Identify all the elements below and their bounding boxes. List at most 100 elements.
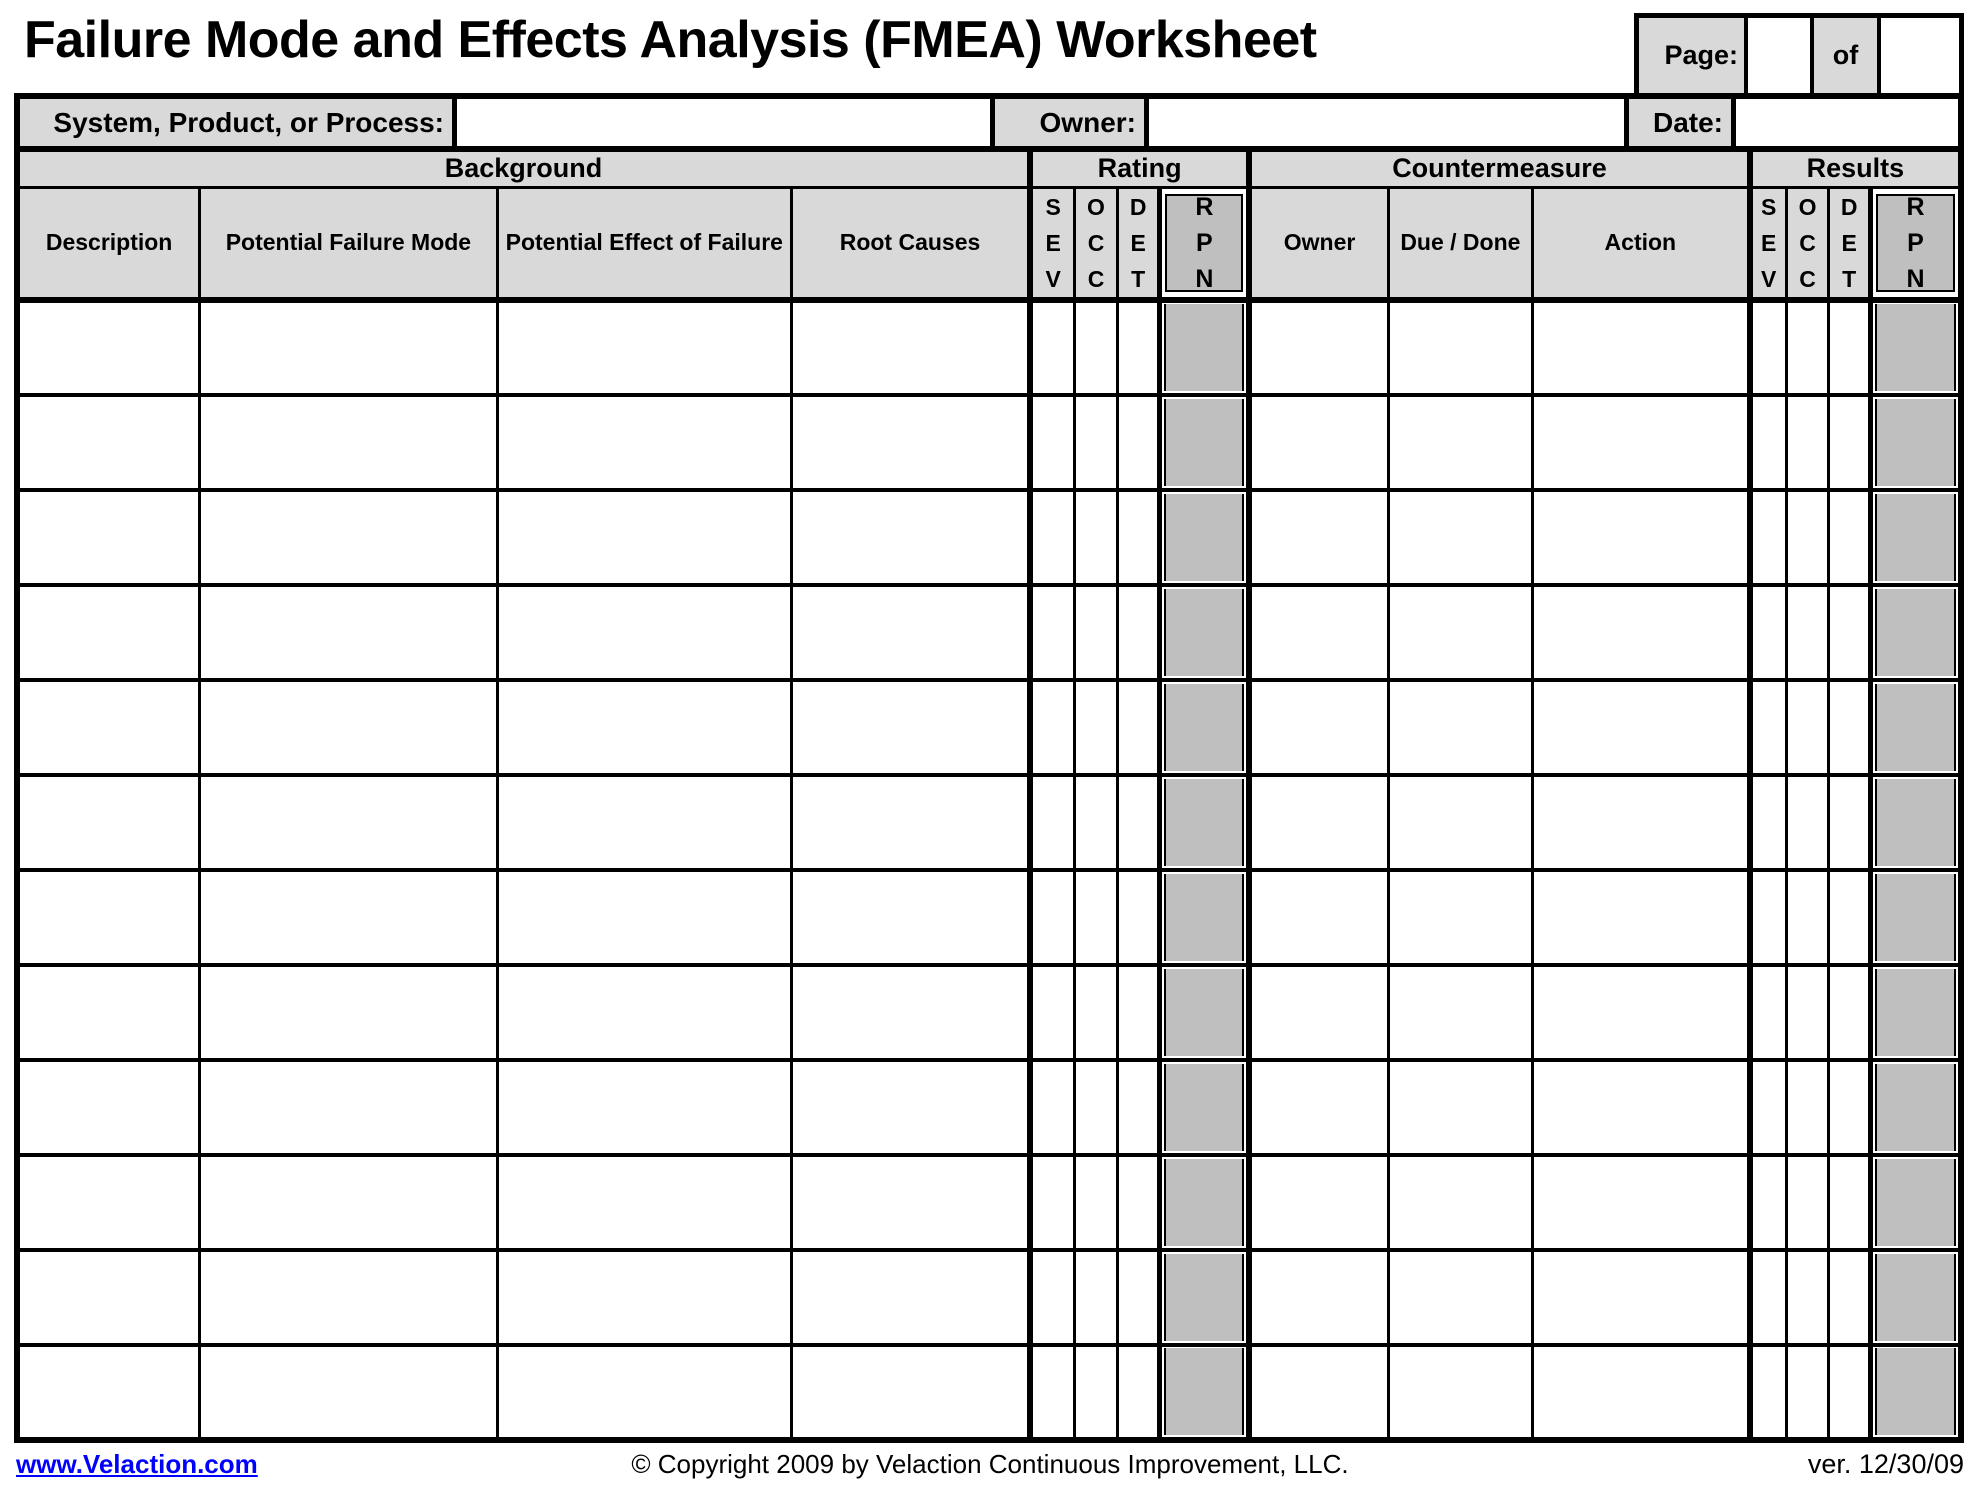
table-cell[interactable] (15, 1152, 202, 1252)
table-cell[interactable] (495, 1152, 793, 1252)
table-cell[interactable] (789, 1152, 1032, 1252)
table-cell-rpn[interactable] (1157, 1152, 1253, 1252)
table-cell[interactable] (1746, 962, 1788, 1062)
table-cell[interactable] (1027, 487, 1077, 587)
table-cell[interactable] (789, 297, 1032, 397)
table-cell[interactable] (1386, 1057, 1534, 1157)
table-cell[interactable] (198, 297, 499, 397)
table-cell[interactable] (1073, 962, 1119, 1062)
table-cell[interactable] (1827, 487, 1872, 587)
table-cell[interactable] (1246, 1247, 1390, 1347)
table-cell[interactable] (1246, 867, 1390, 967)
table-cell[interactable] (1530, 1342, 1752, 1442)
table-cell[interactable] (1246, 1057, 1390, 1157)
table-cell[interactable] (1073, 1342, 1119, 1442)
table-cell-rpn[interactable] (1867, 1152, 1964, 1252)
table-cell[interactable] (1784, 867, 1831, 967)
page-number-field[interactable] (1744, 18, 1810, 93)
table-cell[interactable] (1386, 1342, 1534, 1442)
table-cell[interactable] (1746, 772, 1788, 872)
table-cell[interactable] (495, 1247, 793, 1347)
table-cell-rpn[interactable] (1157, 1342, 1253, 1442)
table-cell-rpn[interactable] (1157, 1247, 1253, 1347)
table-cell[interactable] (1827, 1057, 1872, 1157)
table-cell[interactable] (1386, 677, 1534, 777)
table-cell[interactable] (495, 962, 793, 1062)
table-cell[interactable] (1530, 772, 1752, 872)
table-cell[interactable] (1746, 677, 1788, 777)
table-cell[interactable] (1746, 1152, 1788, 1252)
table-cell-rpn[interactable] (1157, 297, 1253, 397)
table-cell[interactable] (1746, 1247, 1788, 1347)
table-cell[interactable] (1073, 1152, 1119, 1252)
table-cell[interactable] (1115, 867, 1162, 967)
table-cell[interactable] (1246, 297, 1390, 397)
table-cell[interactable] (1386, 962, 1534, 1062)
table-cell[interactable] (1027, 392, 1077, 492)
table-cell[interactable] (15, 1342, 202, 1442)
table-cell[interactable] (789, 487, 1032, 587)
system-product-process-field[interactable] (452, 99, 990, 146)
table-cell[interactable] (1784, 772, 1831, 872)
table-cell-rpn[interactable] (1867, 772, 1964, 872)
table-cell[interactable] (1746, 582, 1788, 682)
table-cell[interactable] (789, 582, 1032, 682)
table-cell[interactable] (1027, 1247, 1077, 1347)
table-cell[interactable] (789, 677, 1032, 777)
table-cell[interactable] (1784, 1057, 1831, 1157)
table-cell[interactable] (495, 1342, 793, 1442)
table-cell[interactable] (789, 1342, 1032, 1442)
table-cell-rpn[interactable] (1157, 392, 1253, 492)
table-cell[interactable] (15, 677, 202, 777)
table-cell[interactable] (1027, 582, 1077, 682)
table-cell[interactable] (495, 1057, 793, 1157)
table-cell[interactable] (495, 582, 793, 682)
table-cell-rpn[interactable] (1867, 867, 1964, 967)
owner-field[interactable] (1144, 99, 1624, 146)
table-cell[interactable] (495, 867, 793, 967)
table-cell[interactable] (1246, 392, 1390, 492)
table-cell[interactable] (789, 867, 1032, 967)
table-cell[interactable] (1530, 582, 1752, 682)
table-cell[interactable] (1115, 487, 1162, 587)
table-cell[interactable] (198, 1247, 499, 1347)
table-cell[interactable] (1827, 582, 1872, 682)
table-cell[interactable] (495, 772, 793, 872)
table-cell[interactable] (1386, 487, 1534, 587)
table-cell[interactable] (1386, 392, 1534, 492)
table-cell[interactable] (15, 772, 202, 872)
table-cell[interactable] (1027, 962, 1077, 1062)
table-cell[interactable] (1386, 582, 1534, 682)
table-cell[interactable] (1115, 392, 1162, 492)
table-cell[interactable] (1386, 297, 1534, 397)
table-cell[interactable] (789, 772, 1032, 872)
table-cell[interactable] (789, 392, 1032, 492)
table-cell[interactable] (1073, 867, 1119, 967)
table-cell[interactable] (198, 392, 499, 492)
table-cell[interactable] (1115, 1342, 1162, 1442)
table-cell[interactable] (198, 582, 499, 682)
table-cell-rpn[interactable] (1867, 582, 1964, 682)
table-cell[interactable] (1530, 487, 1752, 587)
table-cell[interactable] (1746, 1342, 1788, 1442)
table-cell[interactable] (15, 962, 202, 1062)
table-cell[interactable] (1530, 297, 1752, 397)
table-cell[interactable] (1827, 677, 1872, 777)
table-cell[interactable] (1115, 582, 1162, 682)
table-cell[interactable] (1746, 392, 1788, 492)
table-cell[interactable] (1115, 1247, 1162, 1347)
table-cell[interactable] (15, 1057, 202, 1157)
table-cell-rpn[interactable] (1157, 867, 1253, 967)
table-cell[interactable] (1784, 392, 1831, 492)
table-cell[interactable] (1246, 582, 1390, 682)
table-cell[interactable] (1746, 867, 1788, 967)
table-cell[interactable] (495, 392, 793, 492)
table-cell[interactable] (1246, 677, 1390, 777)
date-field[interactable] (1731, 99, 1958, 146)
table-cell[interactable] (1530, 867, 1752, 967)
table-cell[interactable] (1827, 392, 1872, 492)
table-cell[interactable] (1115, 297, 1162, 397)
velaction-link[interactable]: www.Velaction.com (16, 1448, 258, 1479)
table-cell[interactable] (1827, 1342, 1872, 1442)
table-cell[interactable] (198, 962, 499, 1062)
